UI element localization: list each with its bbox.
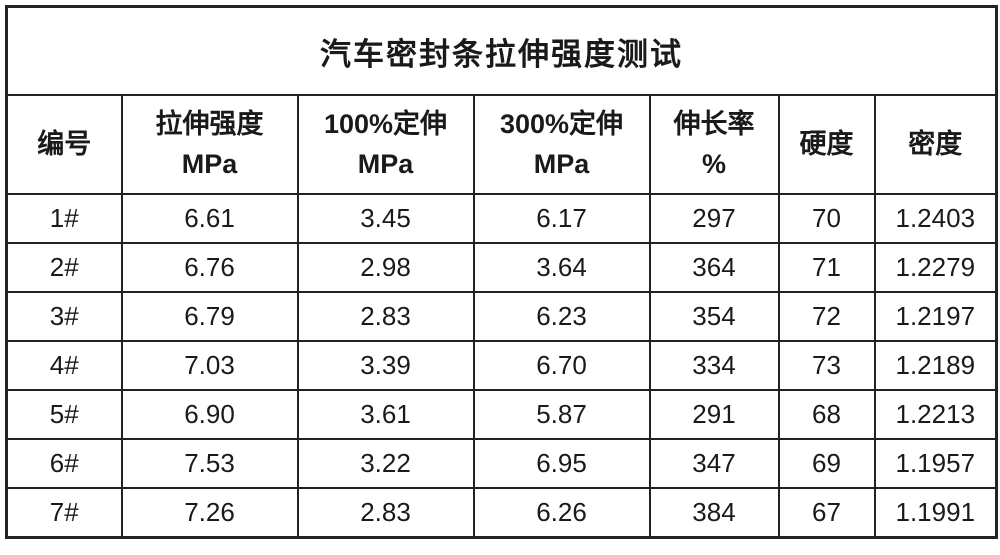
cell-tensile-strength: 6.61 xyxy=(120,193,299,244)
table-row: 4# 7.03 3.39 6.70 334 73 1.2189 xyxy=(5,340,998,391)
cell-tensile-strength: 6.90 xyxy=(120,389,299,440)
cell-hardness: 67 xyxy=(777,487,876,539)
cell-density: 1.2403 xyxy=(873,193,998,244)
table-row: 5# 6.90 3.61 5.87 291 68 1.2213 xyxy=(5,389,998,440)
cell-100-modulus: 2.83 xyxy=(296,291,475,342)
cell-elongation: 354 xyxy=(648,291,780,342)
tensile-test-table: 汽车密封条拉伸强度测试 编号 拉伸强度 MPa 100%定伸 MPa 300%定… xyxy=(5,5,999,539)
cell-elongation: 334 xyxy=(648,340,780,391)
cell-density: 1.2197 xyxy=(873,291,998,342)
table-row: 2# 6.76 2.98 3.64 364 71 1.2279 xyxy=(5,242,998,293)
cell-elongation: 297 xyxy=(648,193,780,244)
header-300-modulus: 300%定伸 MPa xyxy=(472,94,651,195)
cell-hardness: 69 xyxy=(777,438,876,489)
cell-100-modulus: 3.45 xyxy=(296,193,475,244)
cell-sample-id: 5# xyxy=(5,389,123,440)
cell-300-modulus: 6.70 xyxy=(472,340,651,391)
cell-density: 1.1957 xyxy=(873,438,998,489)
table-row: 6# 7.53 3.22 6.95 347 69 1.1957 xyxy=(5,438,998,489)
cell-sample-id: 1# xyxy=(5,193,123,244)
header-density: 密度 xyxy=(873,94,998,195)
cell-hardness: 70 xyxy=(777,193,876,244)
cell-sample-id: 4# xyxy=(5,340,123,391)
cell-100-modulus: 2.83 xyxy=(296,487,475,539)
cell-hardness: 71 xyxy=(777,242,876,293)
cell-density: 1.2213 xyxy=(873,389,998,440)
cell-elongation: 364 xyxy=(648,242,780,293)
cell-hardness: 73 xyxy=(777,340,876,391)
cell-100-modulus: 2.98 xyxy=(296,242,475,293)
cell-elongation: 291 xyxy=(648,389,780,440)
cell-hardness: 72 xyxy=(777,291,876,342)
cell-100-modulus: 3.39 xyxy=(296,340,475,391)
table-row: 1# 6.61 3.45 6.17 297 70 1.2403 xyxy=(5,193,998,244)
cell-tensile-strength: 6.76 xyxy=(120,242,299,293)
cell-300-modulus: 6.17 xyxy=(472,193,651,244)
cell-tensile-strength: 7.53 xyxy=(120,438,299,489)
cell-tensile-strength: 6.79 xyxy=(120,291,299,342)
header-hardness: 硬度 xyxy=(777,94,876,195)
cell-hardness: 68 xyxy=(777,389,876,440)
cell-300-modulus: 6.26 xyxy=(472,487,651,539)
cell-tensile-strength: 7.26 xyxy=(120,487,299,539)
cell-100-modulus: 3.61 xyxy=(296,389,475,440)
cell-density: 1.2189 xyxy=(873,340,998,391)
table-row: 7# 7.26 2.83 6.26 384 67 1.1991 xyxy=(5,487,998,539)
header-elongation: 伸长率 % xyxy=(648,94,780,195)
cell-elongation: 347 xyxy=(648,438,780,489)
header-row: 编号 拉伸强度 MPa 100%定伸 MPa 300%定伸 MPa 伸长率 % … xyxy=(5,94,998,195)
cell-sample-id: 3# xyxy=(5,291,123,342)
cell-tensile-strength: 7.03 xyxy=(120,340,299,391)
title-row: 汽车密封条拉伸强度测试 xyxy=(5,5,998,96)
cell-elongation: 384 xyxy=(648,487,780,539)
table-row: 3# 6.79 2.83 6.23 354 72 1.2197 xyxy=(5,291,998,342)
cell-300-modulus: 6.23 xyxy=(472,291,651,342)
cell-density: 1.2279 xyxy=(873,242,998,293)
cell-100-modulus: 3.22 xyxy=(296,438,475,489)
cell-density: 1.1991 xyxy=(873,487,998,539)
cell-sample-id: 7# xyxy=(5,487,123,539)
header-sample-id: 编号 xyxy=(5,94,123,195)
header-tensile-strength: 拉伸强度 MPa xyxy=(120,94,299,195)
header-100-modulus: 100%定伸 MPa xyxy=(296,94,475,195)
cell-sample-id: 6# xyxy=(5,438,123,489)
cell-300-modulus: 6.95 xyxy=(472,438,651,489)
table-title: 汽车密封条拉伸强度测试 xyxy=(5,5,998,96)
cell-300-modulus: 5.87 xyxy=(472,389,651,440)
cell-sample-id: 2# xyxy=(5,242,123,293)
cell-300-modulus: 3.64 xyxy=(472,242,651,293)
